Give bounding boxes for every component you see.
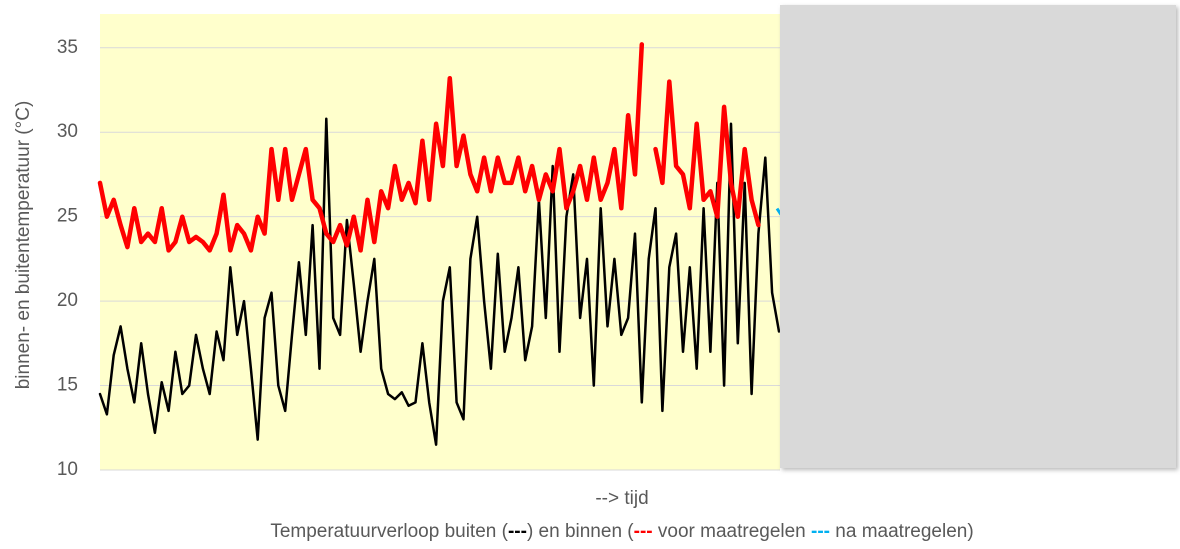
y-tick-label: 35 (57, 37, 78, 58)
y-tick-label: 20 (57, 290, 78, 311)
caption: Temperatuurverloop buiten (---) en binne… (270, 521, 973, 542)
series-line (98, 117, 781, 446)
y-tick-label: 25 (57, 206, 78, 227)
caption-part: na maatregelen) (830, 521, 974, 542)
caption-part: Temperatuurverloop buiten ( (270, 521, 508, 542)
y-tick-label: 10 (57, 459, 78, 480)
caption-part: voor maatregelen (653, 521, 811, 542)
caption-part: --- (508, 521, 527, 542)
y-tick-label: 15 (57, 375, 78, 396)
y-tick-label: 30 (57, 121, 78, 142)
y-axis-label: binnen- en buitentemperatuur (°C) (13, 101, 34, 390)
series-line (97, 42, 761, 253)
overlay-panel (780, 5, 1176, 468)
caption-part: --- (634, 521, 653, 542)
caption-part: ) en binnen ( (527, 521, 634, 542)
x-axis-label: --> tijd (595, 488, 648, 509)
caption-part: --- (811, 521, 830, 542)
